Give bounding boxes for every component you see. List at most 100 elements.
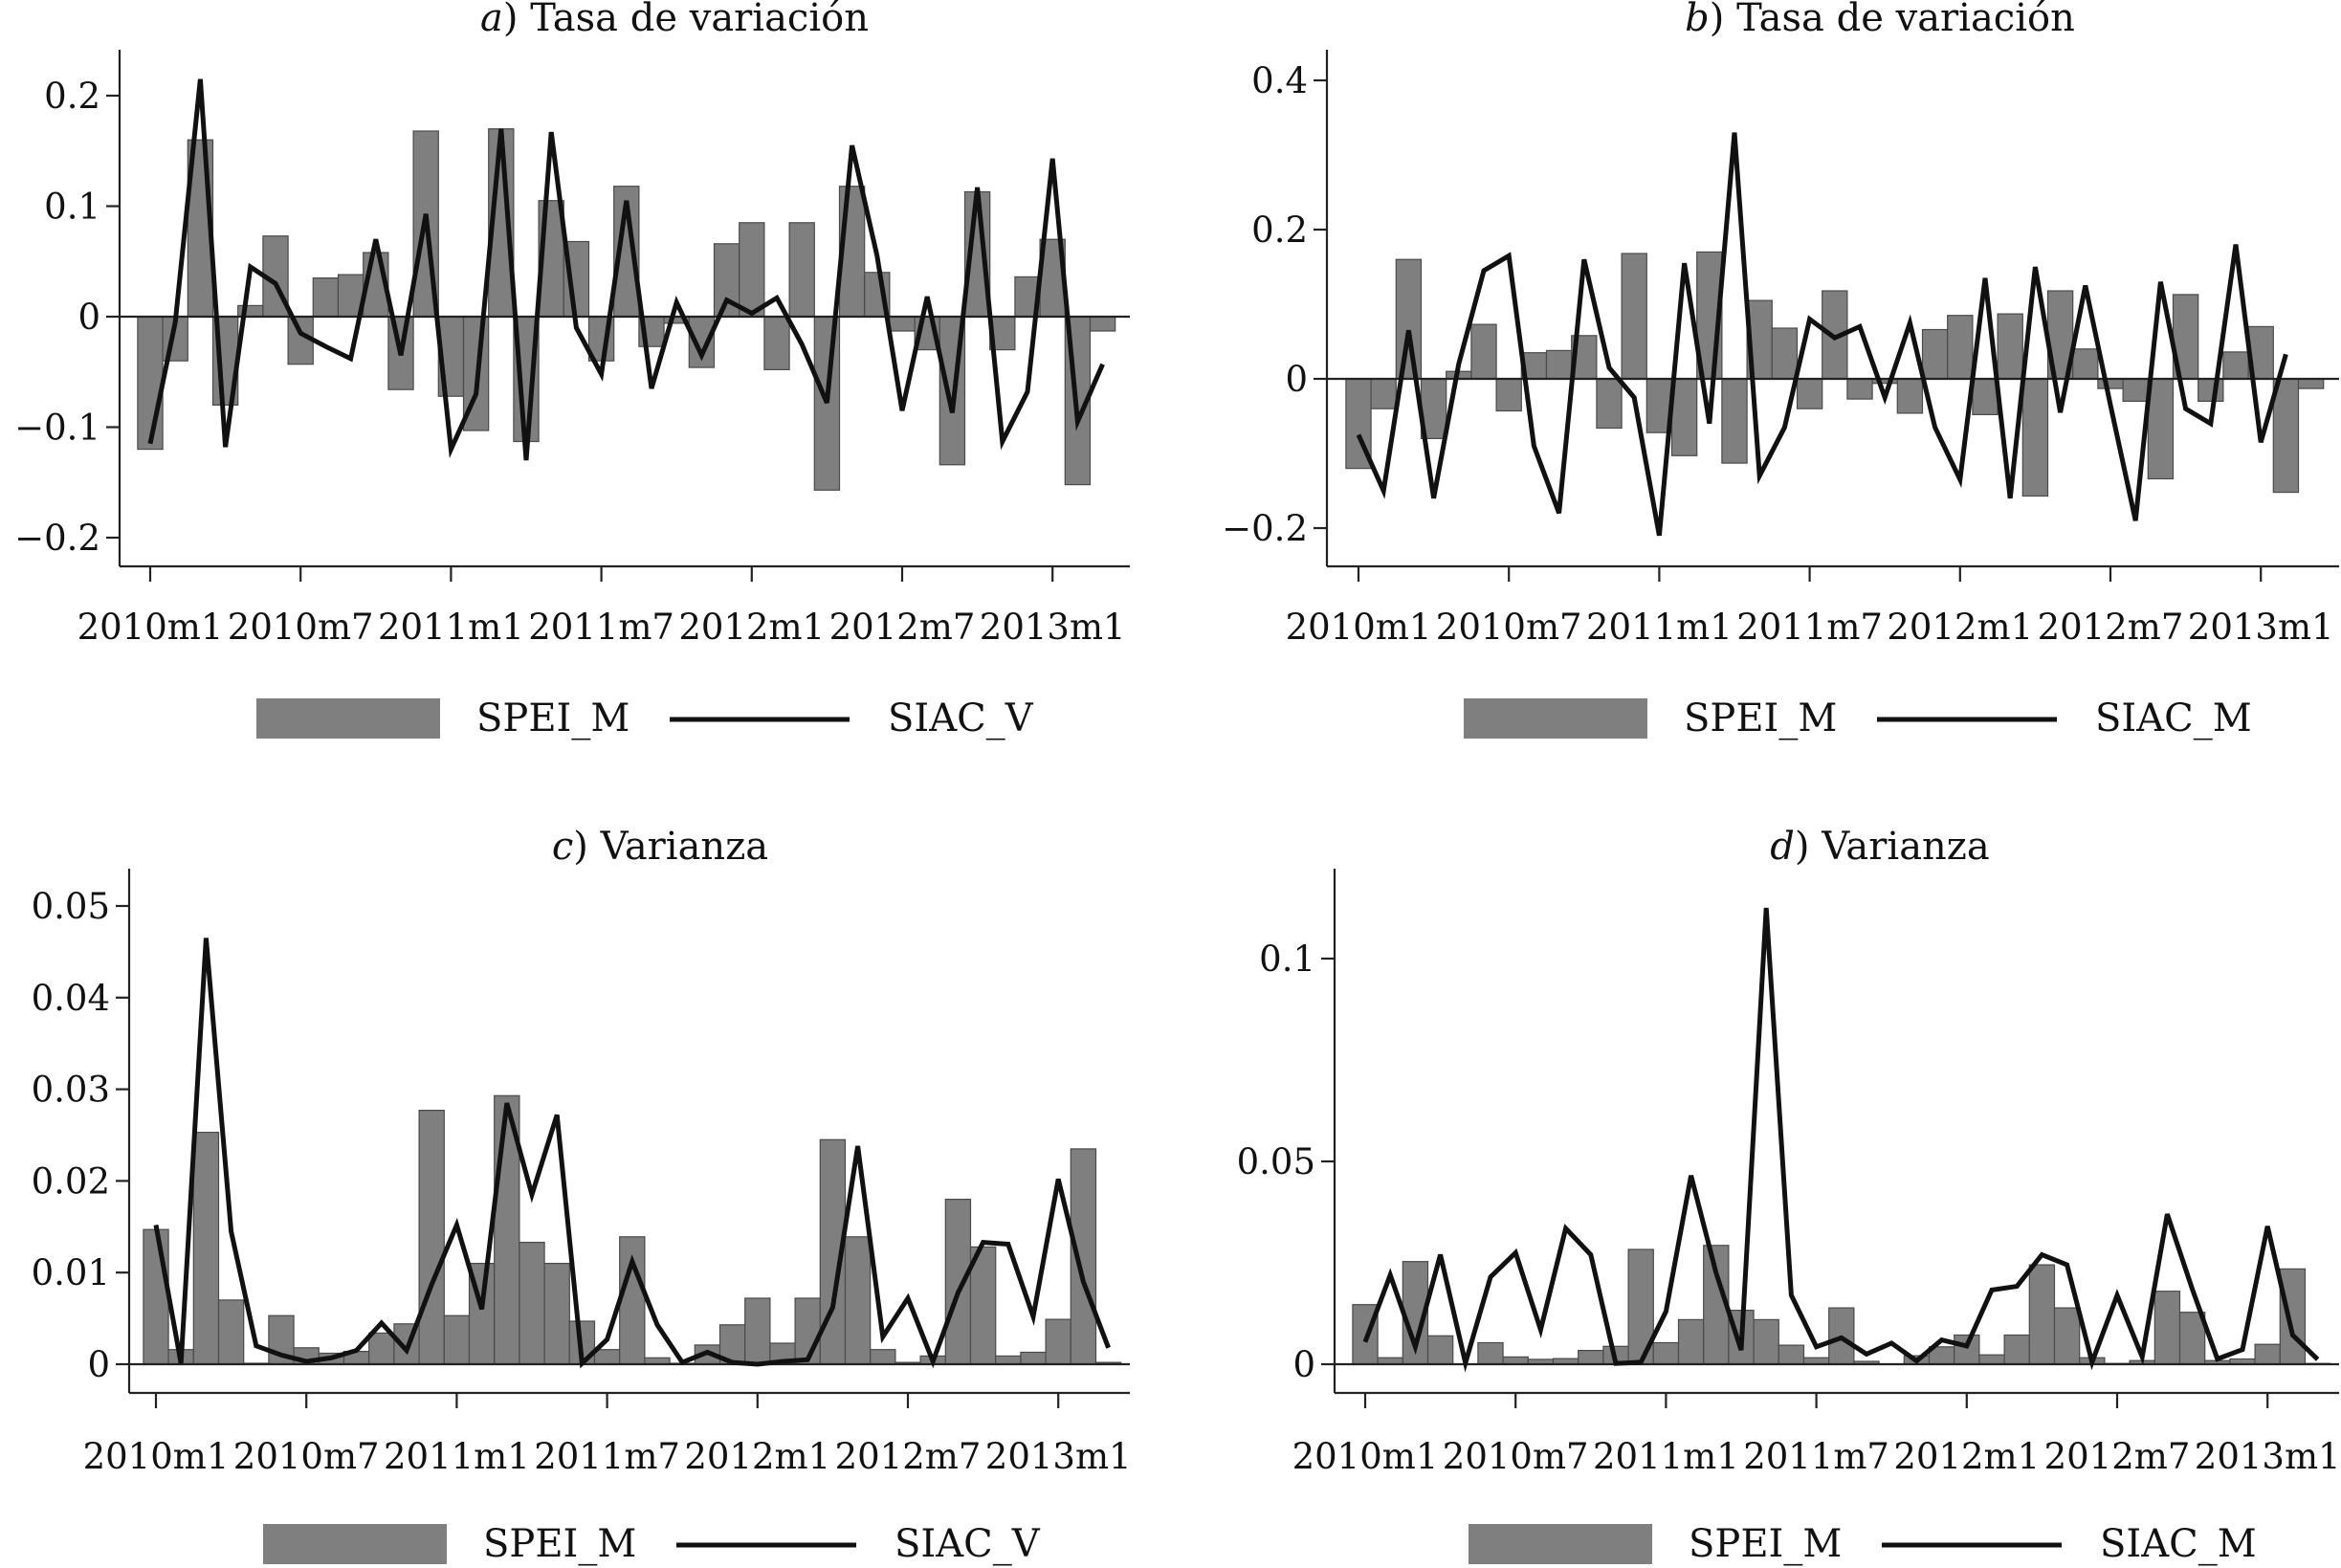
y-tick-label: 0.05 (32, 886, 110, 927)
y-tick-label: 0 (1285, 359, 1308, 400)
bar-SPEI_M-37 (1070, 1148, 1097, 1365)
bar-SPEI_M-11 (1621, 253, 1647, 380)
bar-SPEI_M-24 (744, 1297, 771, 1365)
bar-SPEI_M-5 (1470, 323, 1497, 380)
bar-SPEI_M-9 (1578, 1349, 1604, 1365)
bar-SPEI_M-30 (889, 316, 916, 332)
bar-SPEI_M-33 (969, 1246, 997, 1365)
bar-SPEI_M-15 (1721, 378, 1748, 464)
bar-SPEI_M-32 (2153, 1291, 2181, 1365)
series-line-SIAC_V (153, 938, 1111, 1369)
legend-swatch-bar (256, 698, 440, 739)
y-tick-label: 0.2 (44, 76, 100, 117)
x-tick-label: 2010m1 (77, 607, 224, 648)
bar-SPEI_M-8 (1545, 349, 1573, 380)
bar-SPEI_M-36 (1045, 1318, 1071, 1365)
x-tick-label: 2011m7 (1743, 1436, 1889, 1477)
bar-SPEI_M-17 (1778, 1344, 1805, 1365)
x-tick-label: 2010m7 (233, 1436, 380, 1477)
x-tick-label: 2011m7 (534, 1436, 680, 1477)
bar-SPEI_M-29 (2072, 348, 2099, 380)
chart-title-text: ) Tasa de variación (1710, 0, 2075, 40)
bar-SPEI_M-0 (143, 1228, 169, 1365)
x-tick-label: 2012m7 (2038, 607, 2184, 648)
chart-title: a) Tasa de variación (480, 0, 869, 40)
bar-SPEI_M-7 (312, 277, 340, 318)
x-tick-label: 2010m7 (1443, 1436, 1589, 1477)
y-tick-label: 0.4 (1251, 60, 1308, 101)
legend-label: SIAC_M (2095, 696, 2252, 740)
y-tick-label: 0.1 (44, 187, 100, 228)
series-line-SIAC_M (1356, 132, 2288, 537)
legend-label: SIAC_V (888, 696, 1034, 740)
bar-SPEI_M-23 (1921, 328, 1949, 380)
bar-SPEI_M-26 (1997, 313, 2023, 380)
bar-SPEI_M-38 (2297, 378, 2325, 389)
bar-SPEI_M-38 (1089, 316, 1116, 332)
x-tick-label: 2012m1 (1893, 1436, 2040, 1477)
bar-SPEI_M-15 (519, 1241, 545, 1365)
chart-title: d) Varianza (1770, 825, 1989, 869)
y-tick-label: 0 (1292, 1344, 1315, 1385)
chart-title-letter: a (480, 0, 503, 40)
bar-SPEI_M-1 (1370, 378, 1397, 409)
x-tick-label: 2010m1 (1286, 607, 1432, 648)
bar-SPEI_M-12 (1652, 1341, 1680, 1365)
legend-label: SIAC_M (2100, 1522, 2257, 1566)
bar-SPEI_M-32 (2147, 378, 2175, 480)
bar-SPEI_M-35 (1020, 1351, 1047, 1365)
x-tick-label: 2013m1 (2195, 1436, 2341, 1477)
x-tick-label: 2013m1 (2188, 607, 2334, 648)
bar-SPEI_M-26 (2003, 1334, 2030, 1365)
chart-title: b) Tasa de variación (1685, 0, 2075, 40)
y-tick-label: 0.04 (32, 978, 110, 1019)
y-tick-label: 0.05 (1237, 1141, 1315, 1182)
legend-label: SIAC_V (894, 1522, 1041, 1566)
bar-SPEI_M-32 (944, 1198, 972, 1365)
x-tick-label: 2012m1 (1887, 607, 2033, 648)
x-tick-label: 2013m1 (985, 1436, 1132, 1477)
bar-SPEI_M-34 (995, 1355, 1022, 1365)
bar-SPEI_M-29 (870, 1349, 896, 1365)
x-tick-label: 2012m7 (829, 607, 976, 648)
bar-SPEI_M-6 (1502, 1356, 1529, 1365)
bar-SPEI_M-28 (844, 1236, 872, 1365)
bar-SPEI_M-37 (2279, 1268, 2307, 1365)
bar-SPEI_M-27 (2021, 378, 2049, 497)
x-tick-label: 2010m7 (228, 607, 374, 648)
bar-SPEI_M-5 (1477, 1341, 1504, 1365)
bar-SPEI_M-30 (2097, 378, 2124, 389)
bar-SPEI_M-0 (137, 316, 164, 451)
x-tick-label: 2012m1 (684, 1436, 830, 1477)
legend-label: SPEI_M (1684, 696, 1837, 740)
bar-SPEI_M-2 (1395, 258, 1423, 380)
bar-SPEI_M-2 (192, 1131, 220, 1365)
bar-SPEI_M-26 (788, 222, 815, 318)
bar-SPEI_M-24 (1947, 315, 1974, 380)
chart-title-text: ) Varianza (573, 825, 768, 869)
x-tick-label: 2012m7 (2044, 1436, 2191, 1477)
bar-SPEI_M-35 (2222, 351, 2249, 380)
y-tick-label: −0.2 (1222, 508, 1308, 549)
chart-title: c) Varianza (552, 825, 768, 869)
bar-SPEI_M-12 (443, 1314, 471, 1365)
chart-title-letter: b (1685, 0, 1710, 40)
x-tick-label: 2011m1 (384, 1436, 530, 1477)
bar-SPEI_M-13 (1670, 378, 1698, 456)
x-tick-label: 2010m1 (1292, 1436, 1439, 1477)
bar-SPEI_M-17 (1771, 327, 1799, 380)
series-line-SIAC_V (147, 78, 1105, 461)
bar-SPEI_M-6 (1495, 378, 1522, 412)
x-tick-label: 2011m1 (1593, 1436, 1739, 1477)
bar-SPEI_M-25 (1972, 378, 1999, 416)
y-tick-label: 0 (77, 297, 100, 338)
x-tick-label: 2011m7 (528, 607, 674, 648)
bar-SPEI_M-18 (593, 1349, 621, 1365)
legend-swatch-bar (1469, 1524, 1652, 1564)
series-line-SIAC_M (1362, 907, 2320, 1373)
bar-SPEI_M-34 (2197, 378, 2224, 402)
x-tick-label: 2011m1 (1586, 607, 1733, 648)
